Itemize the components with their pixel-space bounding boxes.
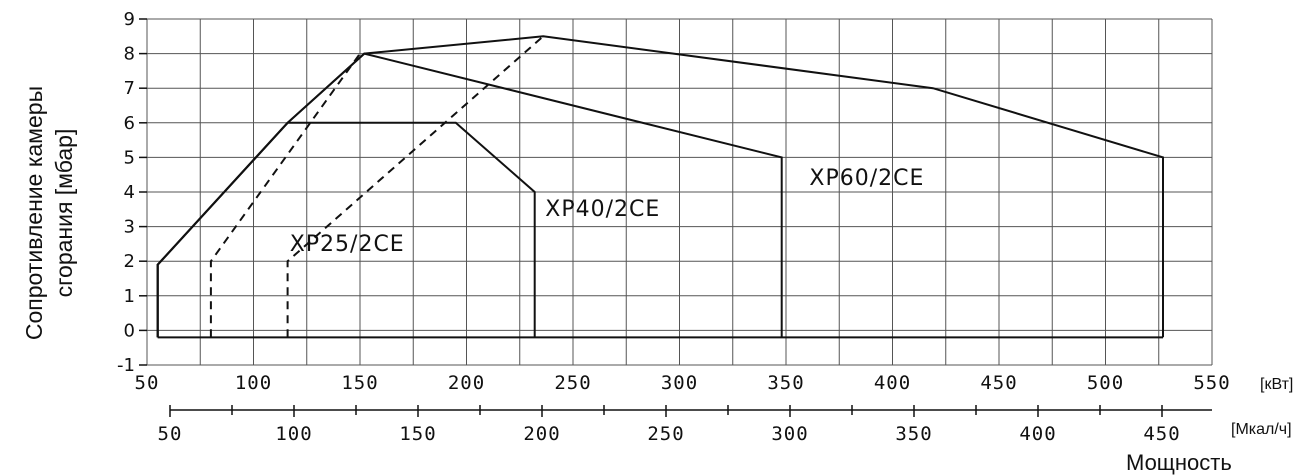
grid <box>146 18 1213 366</box>
y-tick-label: 5 <box>124 147 135 168</box>
y-tick-label: 6 <box>124 113 135 134</box>
x-tick-label: 550 <box>1193 372 1230 394</box>
x2-tick-label: 300 <box>771 423 808 445</box>
x-unit-kw: [кВт] <box>1260 376 1293 393</box>
series-labels: XP25/2CE XP40/2CE XP60/2CE <box>290 166 924 257</box>
x-tick-label: 100 <box>235 372 272 394</box>
x-tick-label: 450 <box>980 372 1017 394</box>
y-tick-label: 0 <box>124 320 135 341</box>
x-tick-label: 400 <box>874 372 911 394</box>
series-label: XP25/2CE <box>290 232 405 257</box>
x-tick-label: 500 <box>1087 372 1124 394</box>
x-tick-label: 200 <box>448 372 485 394</box>
y-tick-label: 1 <box>124 286 135 307</box>
y-axis-label-line1: Сопротивление камеры <box>21 86 47 340</box>
y-tick-label: 2 <box>124 251 135 272</box>
series-line-xp40-2ce <box>156 52 783 338</box>
x-tick-label: 300 <box>661 372 698 394</box>
series-lines <box>156 35 1164 339</box>
x-tick-label: 50 <box>135 372 160 394</box>
series-dashed-xp25-2ce <box>209 53 361 338</box>
x2-unit-mcal: [Мкал/ч] <box>1231 421 1292 438</box>
y-axis-ticks: -1 0 1 2 3 4 5 6 7 8 9 <box>117 9 147 376</box>
x2-tick-label: 100 <box>275 423 312 445</box>
x-axis-mcal: 50 100 150 200 250 300 350 400 450 <box>158 405 1212 445</box>
x2-tick-label: 50 <box>158 423 183 445</box>
series-label: XP40/2CE <box>545 197 660 222</box>
x-tick-label: 350 <box>767 372 804 394</box>
x-tick-label: 150 <box>341 372 378 394</box>
x2-tick-label: 250 <box>647 423 684 445</box>
x2-tick-label: 400 <box>1019 423 1056 445</box>
x2-tick-label: 200 <box>523 423 560 445</box>
y-tick-label: 7 <box>124 78 135 99</box>
y-tick-label: 9 <box>124 9 135 30</box>
y-tick-label: -1 <box>117 355 135 376</box>
series-line-xp25-2ce <box>156 121 536 338</box>
x2-tick-label: 150 <box>399 423 436 445</box>
series-line-xp60-2ce <box>156 35 1164 338</box>
y-tick-label: 8 <box>124 44 135 65</box>
series-dashed-xp40-2ce <box>286 35 544 338</box>
series-label: XP60/2CE <box>809 166 924 191</box>
y-axis-label-line2: сгорания [мбар] <box>51 129 77 298</box>
y-tick-label: 4 <box>124 182 135 203</box>
x2-tick-label: 350 <box>895 423 932 445</box>
x-axis-label: Мощность <box>1126 450 1232 475</box>
y-tick-label: 3 <box>124 217 135 238</box>
x-tick-label: 250 <box>554 372 591 394</box>
x2-tick-label: 450 <box>1143 423 1180 445</box>
x-axis-ticks-kw: 50 100 150 200 250 300 350 400 450 500 550 <box>135 372 1230 394</box>
